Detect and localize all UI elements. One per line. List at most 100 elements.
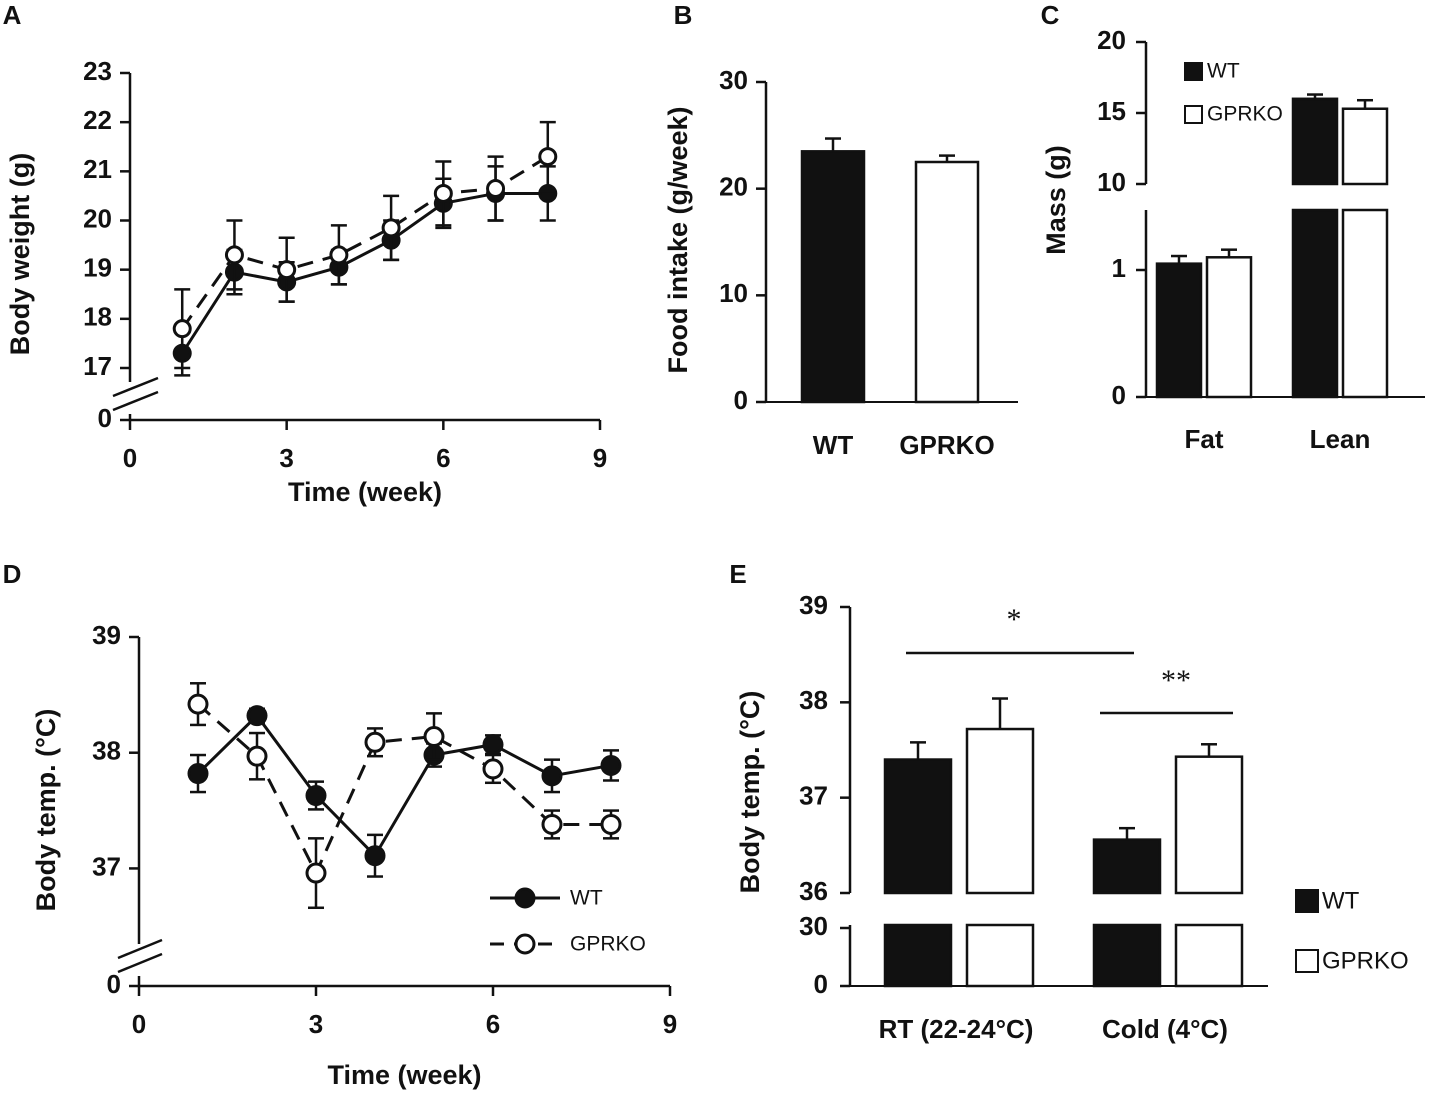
bar-rt-wt-upper (883, 758, 953, 895)
x-tick-label: 9 (663, 1009, 677, 1039)
data-point-gprko (364, 731, 386, 753)
y-tick-label: 37 (92, 851, 121, 881)
legend-marker-gprko (514, 933, 536, 955)
data-point-gprko (482, 758, 504, 780)
legend-label-wt: WT (570, 887, 603, 910)
y-axis-label: Body weight (g) (5, 153, 35, 355)
y-tick-label: 0 (814, 969, 828, 999)
y-tick-label: 10 (719, 278, 748, 308)
legend-swatch-gprko (1184, 105, 1203, 124)
y-tick-label: 17 (83, 351, 112, 381)
x-tick-label: 3 (309, 1009, 323, 1039)
legend-label-wt: WT (1322, 887, 1360, 914)
y-tick-label: 20 (1097, 25, 1126, 55)
series-line-gprko (197, 702, 611, 877)
legend-label-gprko: GPRKO (570, 933, 646, 956)
series-gprko (172, 120, 558, 370)
y-axis-label: Mass (g) (1041, 145, 1071, 255)
bar-rt-gprko-lower (965, 923, 1035, 988)
data-point-gprko (246, 745, 268, 767)
data-point-wt (600, 754, 622, 776)
bar-rt-gprko-upper (965, 727, 1035, 895)
legend-panel-d: WT GPRKO (490, 887, 646, 956)
axis-break-mark-1 (117, 938, 163, 960)
significance-mark-2: ** (1161, 664, 1191, 697)
chart-panel-c: 0 1 10 15 20 Mass (g) Fat Lean WT GPRKO (1041, 25, 1425, 454)
x-tick-label: 0 (123, 443, 137, 473)
category-label-wt: WT (813, 430, 854, 460)
bar-lean-gprko-upper (1341, 107, 1389, 186)
axis-break-mark-2 (112, 390, 159, 412)
y-tick-label: 15 (1097, 96, 1126, 126)
y-tick-label: 0 (1112, 380, 1126, 410)
x-tick-label: 9 (593, 443, 607, 473)
y-tick-label: 30 (799, 911, 828, 941)
bar-lean-gprko-lower (1341, 208, 1389, 399)
category-label-lean: Lean (1310, 424, 1371, 454)
data-point-wt (482, 734, 504, 756)
y-tick-label: 23 (83, 56, 112, 86)
bar-rt-wt-lower (883, 923, 953, 988)
y-tick-label: 18 (83, 302, 112, 332)
panel-label-b: B (674, 0, 693, 30)
legend-swatch-wt (1184, 62, 1203, 81)
data-point-wt (187, 763, 209, 785)
y-tick-label: 20 (83, 203, 112, 233)
y-tick-label: 39 (92, 620, 121, 650)
data-point-gprko (172, 319, 192, 339)
bar-fat-gprko (1205, 256, 1253, 399)
y-tick-label: 0 (734, 385, 748, 415)
bar-wt (800, 150, 866, 404)
data-point-gprko (433, 183, 453, 203)
category-label-cold: Cold (4°C) (1102, 1014, 1228, 1044)
significance-mark-1: * (1007, 603, 1022, 636)
data-point-gprko (486, 179, 506, 199)
bar-gprko (914, 160, 980, 404)
legend-label-wt: WT (1207, 60, 1240, 83)
category-label-fat: Fat (1185, 424, 1224, 454)
category-label-gprko: GPRKO (899, 430, 994, 460)
chart-panel-a: 0 17 18 19 20 21 22 23 0 3 6 9 Time (week) Body weigh… (5, 56, 607, 507)
data-point-wt (246, 705, 268, 727)
data-point-gprko (277, 260, 297, 280)
y-tick-label: 39 (799, 590, 828, 620)
panel-label-c: C (1041, 0, 1060, 30)
y-tick-label: 20 (719, 172, 748, 202)
series-line-wt (196, 713, 612, 859)
y-tick-label: 30 (719, 65, 748, 95)
panel-labels: A B C D E (3, 0, 1060, 589)
y-tick-label: 22 (83, 105, 112, 135)
legend-marker-wt (514, 887, 536, 909)
data-point-gprko (224, 245, 244, 265)
axis-break-mark-1 (112, 376, 159, 398)
y-axis-label: Body temp. (°C) (31, 709, 61, 912)
y-tick-label: 37 (799, 781, 828, 811)
panel-label-e: E (729, 559, 746, 589)
category-label-rt: RT (22-24°C) (879, 1014, 1034, 1044)
bar-lean-wt-upper (1291, 97, 1339, 186)
x-tick-label: 6 (436, 443, 450, 473)
legend-label-gprko: GPRKO (1322, 947, 1409, 974)
y-tick-label: 0 (107, 969, 121, 999)
x-axis-label: Time (week) (288, 477, 442, 507)
data-point-gprko (305, 862, 327, 884)
data-point-wt (364, 845, 386, 867)
legend-label-gprko: GPRKO (1207, 103, 1283, 126)
data-point-gprko (538, 147, 558, 167)
data-point-gprko (381, 218, 401, 238)
y-tick-label: 19 (83, 253, 112, 283)
chart-panel-d: 0 37 38 39 0 3 6 9 Time (week) Body temp. (°C) (31, 620, 677, 1090)
x-tick-label: 6 (486, 1009, 500, 1039)
bar-cold-wt-upper (1092, 838, 1162, 895)
y-tick-label: 38 (92, 736, 121, 766)
bar-cold-gprko-lower (1174, 923, 1244, 988)
legend-swatch-wt (1295, 889, 1319, 913)
data-point-wt (541, 765, 563, 787)
series-wt (172, 165, 558, 377)
data-point-gprko (423, 726, 445, 748)
series-gprko (187, 682, 622, 910)
bar-cold-gprko-upper (1174, 755, 1244, 895)
y-tick-label: 21 (83, 154, 112, 184)
panel-label-d: D (3, 559, 22, 589)
y-tick-label: 38 (799, 685, 828, 715)
